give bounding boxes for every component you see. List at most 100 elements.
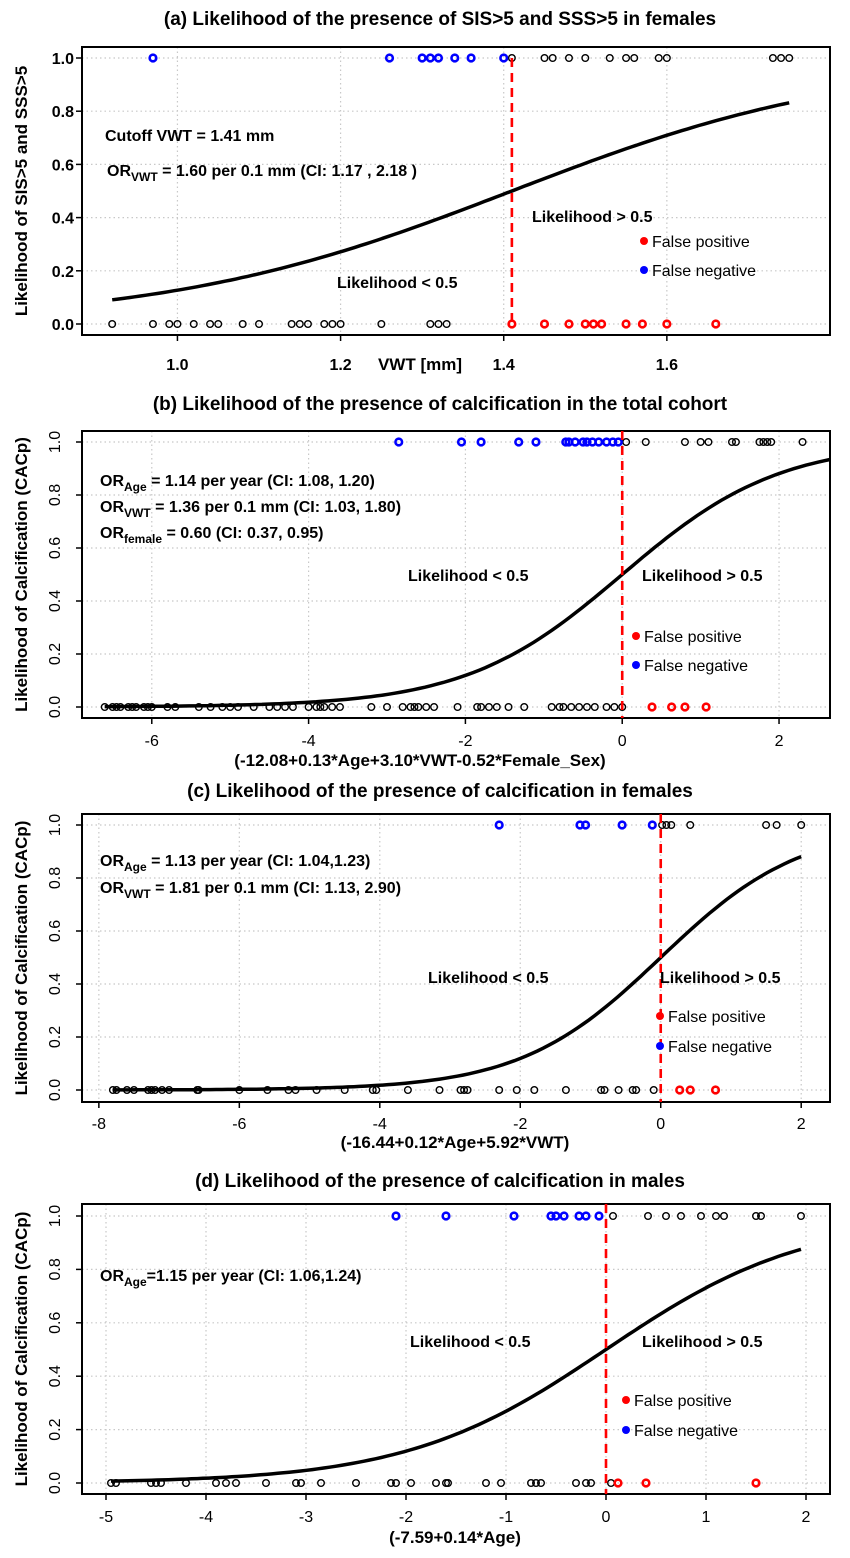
point-false-positive: [662, 319, 672, 329]
point-true-negative: [628, 1085, 637, 1094]
annotation-text: = 1.13 per year (CI: 1.04,1.23): [147, 853, 371, 870]
point-true-positive: [757, 1211, 766, 1220]
point-false-negative: [384, 53, 395, 63]
point-false-positive: [597, 319, 607, 329]
point-true-negative: [367, 703, 376, 712]
y-tick-label: 0.4: [47, 973, 64, 995]
point-false-negative: [417, 53, 427, 63]
point-true-negative: [335, 703, 344, 712]
region-label-below: Likelihood < 0.5: [408, 568, 529, 585]
point-true-negative: [567, 703, 576, 712]
annotation-main: OR: [100, 880, 124, 897]
point-false-negative: [425, 53, 435, 63]
y-axis-label: Likelihood of Calcification (CACp): [12, 821, 31, 1096]
point-false-positive: [613, 1478, 623, 1488]
legend-marker-false-positive: [622, 1396, 630, 1404]
point-true-negative: [463, 1085, 472, 1094]
y-tick-label: 0.6: [52, 157, 74, 174]
point-true-negative: [597, 1085, 606, 1094]
y-tick-label: 1.0: [47, 431, 64, 453]
point-false-negative: [514, 437, 524, 447]
panel-b: (b) Likelihood of the presence of calcif…: [12, 394, 831, 770]
x-tick-label: -4: [301, 733, 315, 750]
legend: False positive False negative: [656, 1009, 772, 1056]
point-true-negative: [473, 703, 482, 712]
point-false-positive: [539, 319, 550, 329]
point-true-negative: [460, 1085, 469, 1094]
point-true-negative: [303, 320, 312, 329]
point-false-positive: [588, 319, 599, 329]
point-false-negative: [578, 437, 588, 447]
annotation-main: OR: [100, 525, 124, 542]
point-true-negative: [600, 1085, 609, 1094]
region-label-below: Likelihood < 0.5: [428, 970, 549, 987]
odds-ratio-annotation: ORVWT = 1.36 per 0.1 mm (CI: 1.03, 1.80): [100, 499, 401, 520]
point-false-negative: [441, 1211, 451, 1221]
point-true-negative: [297, 1478, 306, 1487]
point-false-negative: [647, 820, 657, 830]
plot-frame: [81, 813, 831, 1103]
point-true-negative: [317, 1478, 326, 1487]
annotation-subscript: Age: [124, 480, 147, 494]
point-true-negative: [497, 1478, 506, 1487]
point-true-negative: [426, 320, 435, 329]
x-tick-label: -1: [499, 1509, 513, 1526]
logistic-curve: [110, 1247, 802, 1483]
y-tick-label: 0.8: [47, 867, 64, 889]
point-false-negative: [394, 437, 404, 447]
point-false-negative: [594, 437, 604, 447]
point-true-positive: [644, 1211, 653, 1220]
odds-ratio-annotation: ORVWT = 1.60 per 0.1 mm (CI: 1.17 , 2.18…: [107, 163, 417, 184]
odds-ratio-annotation: ORfemale = 0.60 (CI: 0.37, 0.95): [100, 525, 323, 546]
y-tick-label: 0.4: [52, 211, 74, 228]
chart-title: (b) Likelihood of the presence of calcif…: [153, 394, 728, 415]
point-true-negative: [211, 1478, 220, 1487]
legend-marker-false-positive: [632, 632, 640, 640]
point-true-positive: [641, 438, 650, 447]
point-true-negative: [649, 1085, 658, 1094]
x-tick-label: 0: [618, 733, 627, 750]
point-true-negative: [214, 320, 223, 329]
panel-c: (c) Likelihood of the presence of calcif…: [12, 781, 831, 1152]
point-true-positive: [727, 438, 736, 447]
point-true-negative: [403, 1085, 412, 1094]
legend-label-false-negative: False negative: [668, 1039, 772, 1056]
point-false-negative: [594, 1211, 604, 1221]
point-true-negative: [316, 703, 325, 712]
point-true-positive: [630, 54, 639, 63]
annotation-subscript: Age: [124, 1275, 147, 1289]
annotation-subscript: female: [124, 532, 162, 546]
legend-label-false-positive: False positive: [668, 1009, 766, 1026]
point-false-positive: [621, 319, 631, 329]
x-tick-label: -4: [373, 1116, 387, 1133]
odds-ratio-annotation: ORAge = 1.14 per year (CI: 1.08, 1.20): [100, 473, 375, 494]
x-tick-label: 0: [602, 1509, 611, 1526]
point-true-positive: [662, 821, 671, 830]
point-true-negative: [422, 703, 431, 712]
point-true-positive: [564, 54, 573, 63]
point-true-negative: [495, 1085, 504, 1094]
point-true-negative: [173, 320, 182, 329]
point-true-negative: [587, 1478, 596, 1487]
odds-ratio-annotation: ORAge=1.15 per year (CI: 1.06,1.24): [100, 1268, 361, 1289]
point-true-positive: [540, 54, 549, 63]
y-tick-label: 0.0: [47, 696, 64, 718]
legend-label-false-negative: False negative: [644, 658, 748, 675]
point-true-negative: [527, 1478, 536, 1487]
point-true-negative: [414, 703, 423, 712]
point-true-negative: [387, 1478, 396, 1487]
x-axis-label: (-16.44+0.12*Age+5.92*VWT): [341, 1133, 570, 1152]
legend: False positive False negative: [640, 234, 756, 280]
annotation-subscript: VWT: [124, 887, 151, 901]
point-true-negative: [512, 1085, 521, 1094]
y-tick-label: 0.4: [47, 1365, 64, 1387]
annotation-text: = 1.14 per year (CI: 1.08, 1.20): [147, 473, 375, 490]
point-true-positive: [777, 54, 786, 63]
y-tick-label: 0.4: [47, 590, 64, 612]
point-false-negative: [148, 53, 158, 63]
point-true-positive: [581, 54, 590, 63]
point-false-negative: [499, 53, 509, 63]
y-tick-label: 1.0: [52, 51, 74, 68]
x-tick-label: -5: [99, 1509, 113, 1526]
point-true-positive: [548, 54, 557, 63]
